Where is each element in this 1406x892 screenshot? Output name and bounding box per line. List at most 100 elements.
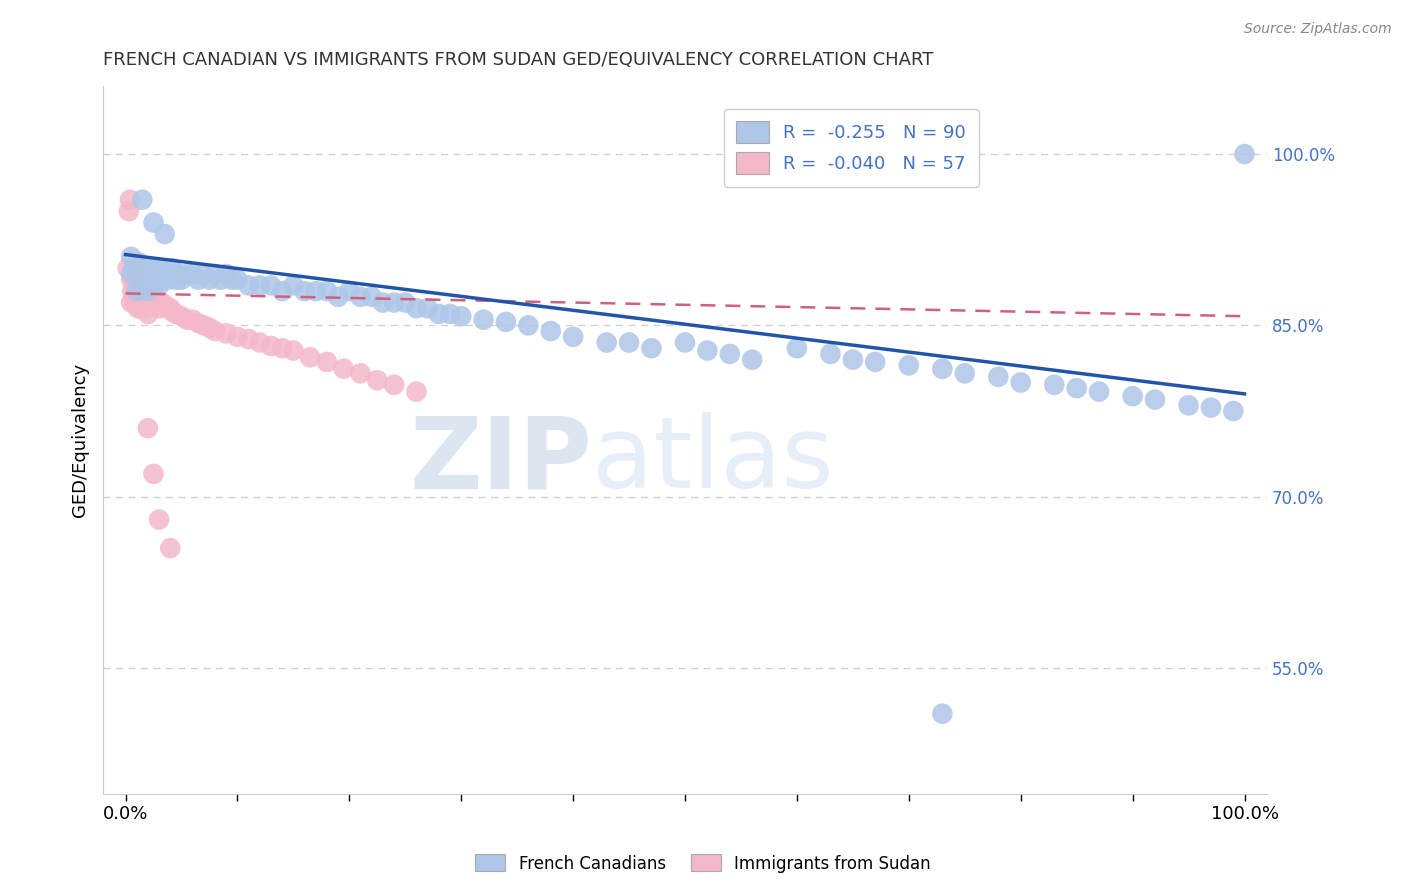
Point [125,284,148,298]
Point [136,267,159,281]
Text: atlas: atlas [592,412,834,509]
Point [226,330,249,344]
Point [366,373,388,387]
Point [640,341,662,355]
Point [176,267,198,281]
Point [271,284,294,298]
Point [326,290,349,304]
Point [129,295,152,310]
Point [157,273,180,287]
Point [294,284,316,298]
Point [124,267,146,281]
Point [204,267,226,281]
Point [132,295,155,310]
Point [1233,147,1256,161]
Point [1010,376,1032,390]
Point [153,298,176,312]
Point [127,301,149,316]
Point [238,332,260,346]
Legend: French Canadians, Immigrants from Sudan: French Canadians, Immigrants from Sudan [468,847,938,880]
Point [124,261,146,276]
Point [226,273,249,287]
Point [159,541,181,555]
Point [371,295,394,310]
Point [142,467,165,481]
Point [193,267,215,281]
Point [283,343,305,358]
Point [150,267,173,281]
Point [209,273,232,287]
Point [142,278,165,293]
Point [1143,392,1166,407]
Point [187,316,209,330]
Point [142,216,165,230]
Point [128,255,150,269]
Point [122,290,145,304]
Point [1088,384,1111,399]
Point [931,361,953,376]
Point [215,326,238,341]
Point [136,307,159,321]
Text: FRENCH CANADIAN VS IMMIGRANTS FROM SUDAN GED/EQUIVALENCY CORRELATION CHART: FRENCH CANADIAN VS IMMIGRANTS FROM SUDAN… [103,51,934,69]
Legend: R =  -0.255   N = 90, R =  -0.040   N = 57: R = -0.255 N = 90, R = -0.040 N = 57 [724,109,979,187]
Point [124,295,146,310]
Point [382,295,405,310]
Point [162,261,184,276]
Point [117,261,139,276]
Point [349,290,371,304]
Point [124,278,146,293]
Point [260,339,283,353]
Point [238,278,260,293]
Point [316,355,339,369]
Point [786,341,808,355]
Point [439,307,461,321]
Point [120,295,142,310]
Point [271,341,294,355]
Point [540,324,562,338]
Point [170,273,193,287]
Point [148,278,170,293]
Point [405,301,427,316]
Point [125,267,148,281]
Point [120,273,142,287]
Point [162,304,184,318]
Point [148,261,170,276]
Point [198,320,221,334]
Point [150,295,173,310]
Point [129,267,152,281]
Point [696,343,718,358]
Point [181,267,204,281]
Point [121,284,143,298]
Point [215,267,238,281]
Point [165,273,187,287]
Point [1222,404,1244,418]
Point [131,193,153,207]
Point [741,352,763,367]
Point [718,347,741,361]
Point [193,318,215,333]
Point [673,335,696,350]
Point [221,273,243,287]
Point [176,312,198,326]
Point [316,284,339,298]
Point [299,351,322,365]
Text: Source: ZipAtlas.com: Source: ZipAtlas.com [1244,22,1392,37]
Point [170,310,193,324]
Point [135,301,157,316]
Point [148,301,170,316]
Point [135,261,157,276]
Point [118,204,141,219]
Point [181,312,204,326]
Point [157,301,180,316]
Point [897,359,920,373]
Point [360,290,382,304]
Point [153,267,176,281]
Point [1199,401,1222,415]
Point [405,384,427,399]
Point [1177,398,1199,412]
Point [204,324,226,338]
Point [953,367,976,381]
Point [865,355,887,369]
Point [187,273,209,287]
Point [159,267,181,281]
